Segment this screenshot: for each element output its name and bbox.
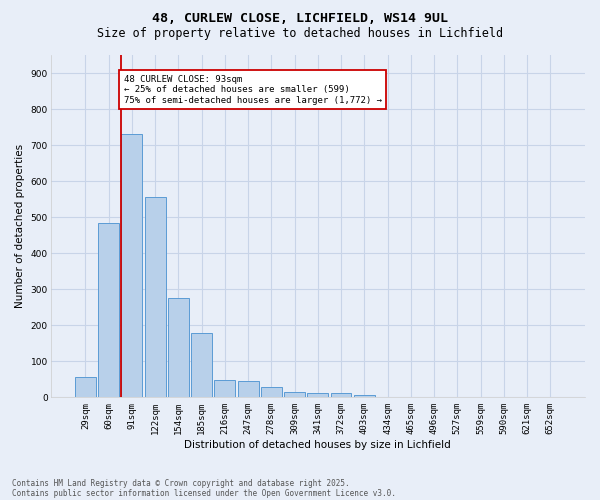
Bar (354, 395, 375, 398)
Text: Size of property relative to detached houses in Lichfield: Size of property relative to detached ho… (97, 28, 503, 40)
Bar (214, 380, 235, 398)
Bar (98, 224, 119, 398)
Bar (238, 381, 259, 398)
Bar (191, 333, 212, 398)
Bar (307, 392, 328, 398)
Text: Contains public sector information licensed under the Open Government Licence v3: Contains public sector information licen… (12, 488, 396, 498)
Bar (145, 198, 166, 398)
Text: 48, CURLEW CLOSE, LICHFIELD, WS14 9UL: 48, CURLEW CLOSE, LICHFIELD, WS14 9UL (152, 12, 448, 26)
Bar (331, 392, 352, 398)
Bar (284, 392, 305, 398)
Bar (261, 386, 282, 398)
Text: 48 CURLEW CLOSE: 93sqm
← 25% of detached houses are smaller (599)
75% of semi-de: 48 CURLEW CLOSE: 93sqm ← 25% of detached… (124, 75, 382, 104)
Bar (168, 298, 189, 398)
Bar (121, 134, 142, 398)
Y-axis label: Number of detached properties: Number of detached properties (15, 144, 25, 308)
Text: Contains HM Land Registry data © Crown copyright and database right 2025.: Contains HM Land Registry data © Crown c… (12, 478, 350, 488)
Bar (75, 377, 96, 398)
X-axis label: Distribution of detached houses by size in Lichfield: Distribution of detached houses by size … (184, 440, 451, 450)
